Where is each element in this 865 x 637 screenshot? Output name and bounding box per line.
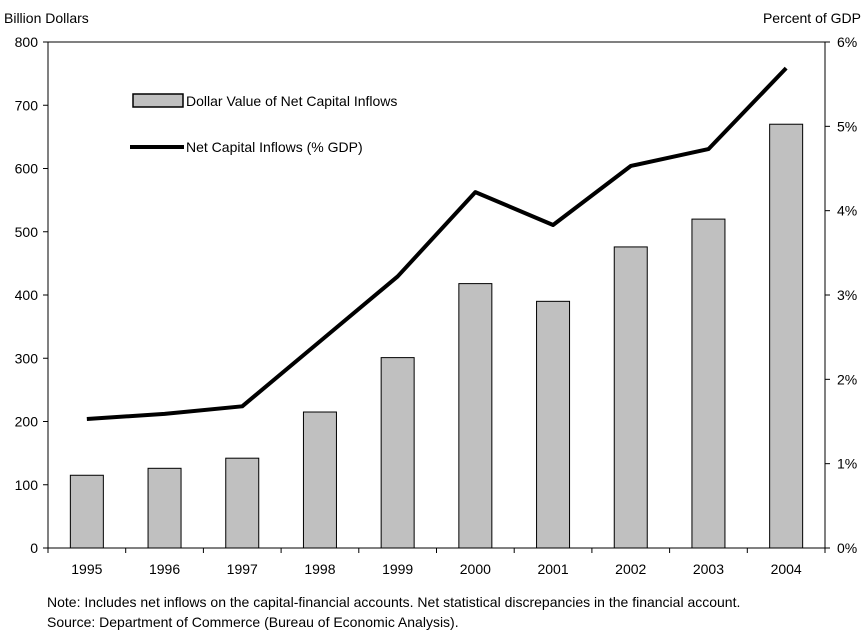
right-tick-label: 5% [837,118,857,134]
right-tick-label: 4% [837,203,857,219]
chart-note: Note: Includes net inflows on the capita… [47,594,741,610]
right-tick-label: 3% [837,287,857,303]
bar-1996 [147,467,182,549]
x-tick-label-1999: 1999 [382,561,413,577]
line-net-capital-inflows-gdp [86,66,788,421]
bar-2004 [769,123,804,549]
right-tick-label: 0% [837,540,857,556]
x-tick-label-1995: 1995 [71,561,102,577]
bar-1999 [380,357,415,549]
x-tick-label-1997: 1997 [227,561,258,577]
bar-1995 [69,474,104,549]
x-tick-label-1998: 1998 [304,561,335,577]
left-tick-label: 700 [15,97,39,113]
left-axis-title: Billion Dollars [4,10,89,26]
bar-2003 [691,218,726,549]
left-tick-label: 800 [15,34,39,50]
left-tick-label: 500 [15,224,39,240]
left-tick-label: 300 [15,350,39,366]
bar-2000 [458,283,493,549]
left-tick-label: 400 [15,287,39,303]
right-tick-label: 2% [837,371,857,387]
legend-label-bars: Dollar Value of Net Capital Inflows [186,93,397,109]
x-tick-label-2002: 2002 [615,561,646,577]
chart-source: Source: Department of Commerce (Bureau o… [47,614,459,630]
left-tick-label: 0 [30,540,38,556]
right-tick-label: 1% [837,456,857,472]
left-tick-label: 600 [15,161,39,177]
left-tick-label: 200 [15,414,39,430]
bar-2002 [613,246,648,549]
x-tick-label-2003: 2003 [693,561,724,577]
left-tick-label: 100 [15,477,39,493]
bar-2001 [536,300,571,549]
legend-label-line: Net Capital Inflows (% GDP) [186,139,363,155]
x-tick-label-1996: 1996 [149,561,180,577]
x-tick-label-2001: 2001 [537,561,568,577]
x-tick-label-2000: 2000 [460,561,491,577]
x-tick-label-2004: 2004 [771,561,802,577]
bar-1998 [302,411,337,549]
legend-swatch-bars [132,93,184,108]
right-tick-label: 6% [837,34,857,50]
right-axis-title: Percent of GDP [763,10,861,26]
bar-1997 [225,457,260,549]
